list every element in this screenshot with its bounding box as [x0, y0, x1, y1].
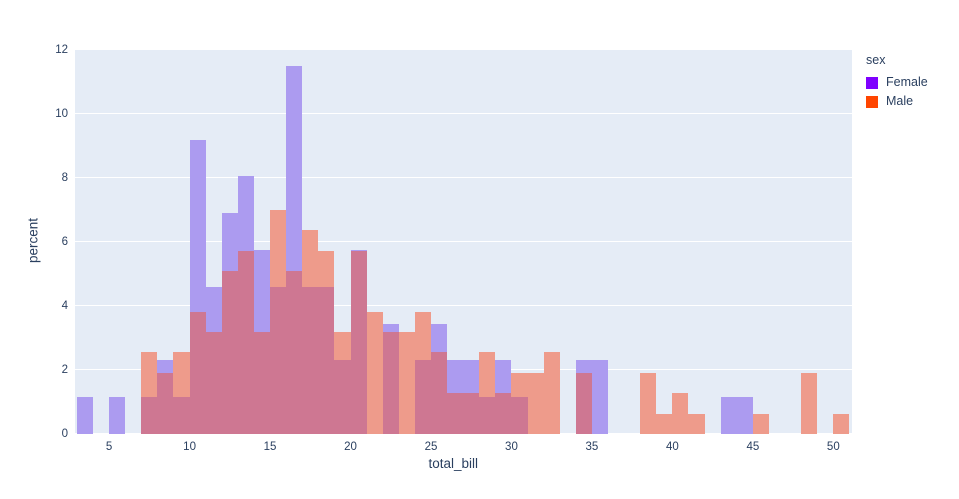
- x-tick-label: 35: [585, 441, 599, 453]
- bar-male-bin-18[interactable]: [318, 250, 335, 287]
- legend-item-female[interactable]: Female: [866, 73, 928, 92]
- x-tick-label: 45: [746, 441, 760, 453]
- bar-male-bin-9[interactable]: [173, 352, 190, 398]
- x-tick-label: 15: [263, 441, 277, 453]
- bar-male-bin-31[interactable]: [527, 372, 544, 434]
- bar-female-bin-13[interactable]: [237, 176, 254, 251]
- bar-overlap-bin-15[interactable]: [270, 286, 287, 434]
- bar-male-bin-45[interactable]: [752, 413, 769, 434]
- bar-female-bin-22[interactable]: [382, 323, 399, 333]
- x-tick-label: 30: [505, 441, 518, 453]
- bar-overlap-bin-29[interactable]: [495, 393, 512, 434]
- bar-male-bin-15[interactable]: [270, 209, 287, 287]
- legend-swatch-female: [866, 76, 878, 89]
- bar-overlap-bin-26[interactable]: [447, 393, 464, 434]
- bar-female-bin-35[interactable]: [591, 360, 608, 434]
- bar-male-bin-50[interactable]: [833, 413, 850, 434]
- bar-male-bin-39[interactable]: [656, 413, 673, 434]
- bar-female-bin-16[interactable]: [286, 66, 303, 271]
- bar-overlap-bin-16[interactable]: [286, 270, 303, 434]
- legend-item-male[interactable]: Male: [866, 92, 928, 111]
- gridline-y-6: [75, 241, 852, 242]
- legend-items: Female Male: [866, 73, 928, 111]
- legend: sex Female Male: [866, 53, 928, 111]
- bar-female-bin-29[interactable]: [495, 360, 512, 394]
- bar-overlap-bin-28[interactable]: [479, 397, 496, 434]
- bar-overlap-bin-34[interactable]: [575, 372, 592, 434]
- y-tick-label: 6: [61, 236, 68, 248]
- gridline-y-10: [75, 113, 852, 114]
- bar-overlap-bin-18[interactable]: [318, 286, 335, 434]
- bar-male-bin-23[interactable]: [398, 332, 415, 434]
- bar-female-bin-27[interactable]: [463, 360, 480, 394]
- bar-overlap-bin-13[interactable]: [237, 250, 254, 434]
- bar-male-bin-41[interactable]: [688, 413, 705, 434]
- x-tick-label: 50: [826, 441, 840, 453]
- bar-female-bin-34[interactable]: [575, 360, 592, 373]
- bar-female-bin-14[interactable]: [253, 250, 271, 333]
- bar-overlap-bin-14[interactable]: [253, 332, 271, 434]
- bar-female-bin-43[interactable]: [720, 397, 737, 434]
- gridline-y-8: [75, 177, 852, 178]
- bar-female-bin-11[interactable]: [205, 286, 222, 333]
- bar-overlap-bin-19[interactable]: [334, 360, 351, 434]
- bar-overlap-bin-17[interactable]: [302, 286, 319, 434]
- y-tick-label: 12: [55, 44, 68, 56]
- legend-label: Female: [886, 75, 928, 89]
- bar-overlap-bin-9[interactable]: [173, 397, 190, 434]
- legend-label: Male: [886, 94, 914, 108]
- bar-male-bin-7[interactable]: [141, 352, 158, 398]
- bar-female-bin-12[interactable]: [221, 213, 238, 271]
- bar-male-bin-40[interactable]: [672, 393, 689, 434]
- bar-male-bin-21[interactable]: [366, 311, 383, 434]
- bar-female-bin-8[interactable]: [157, 360, 174, 373]
- y-axis-title: percent: [25, 217, 41, 264]
- bar-female-bin-5[interactable]: [109, 397, 126, 434]
- bar-overlap-bin-27[interactable]: [463, 393, 480, 434]
- bar-male-bin-38[interactable]: [640, 372, 657, 434]
- bar-male-bin-28[interactable]: [479, 352, 496, 398]
- gridline-y-12: [75, 49, 852, 50]
- x-tick-label: 5: [105, 441, 113, 453]
- bar-overlap-bin-20[interactable]: [350, 250, 367, 434]
- y-tick-label: 0: [61, 428, 68, 440]
- bar-overlap-bin-12[interactable]: [221, 270, 238, 434]
- bar-female-bin-3[interactable]: [76, 397, 93, 434]
- legend-swatch-male: [866, 95, 878, 108]
- bar-overlap-bin-25[interactable]: [430, 352, 448, 434]
- bar-female-bin-25[interactable]: [430, 323, 448, 353]
- y-tick-label: 10: [55, 108, 68, 120]
- bar-male-bin-17[interactable]: [302, 230, 319, 287]
- bar-overlap-bin-10[interactable]: [189, 311, 206, 434]
- x-tick-label: 40: [665, 441, 679, 453]
- y-tick-label: 2: [61, 364, 68, 376]
- x-tick-label: 25: [424, 441, 438, 453]
- bar-female-bin-20[interactable]: [350, 250, 367, 251]
- y-tick-label: 4: [61, 300, 68, 312]
- bar-male-bin-30[interactable]: [511, 372, 528, 398]
- bar-female-bin-44[interactable]: [736, 397, 753, 434]
- bar-overlap-bin-22[interactable]: [382, 332, 399, 434]
- bar-male-bin-48[interactable]: [801, 372, 818, 434]
- x-axis-title: total_bill: [428, 456, 479, 471]
- bar-overlap-bin-8[interactable]: [157, 372, 174, 434]
- legend-title: sex: [866, 53, 886, 67]
- x-tick-label: 10: [183, 441, 196, 453]
- gridline-y-4: [75, 305, 852, 306]
- bar-overlap-bin-11[interactable]: [205, 332, 222, 434]
- bar-male-bin-19[interactable]: [334, 332, 351, 361]
- bar-male-bin-32[interactable]: [543, 352, 560, 434]
- bar-female-bin-26[interactable]: [447, 360, 464, 394]
- bar-overlap-bin-24[interactable]: [414, 360, 431, 434]
- bar-female-bin-10[interactable]: [189, 139, 206, 312]
- bar-male-bin-24[interactable]: [414, 311, 431, 361]
- bar-overlap-bin-7[interactable]: [141, 397, 158, 434]
- bar-overlap-bin-30[interactable]: [511, 397, 528, 434]
- x-tick-label: 20: [344, 441, 357, 453]
- y-tick-label: 8: [61, 172, 68, 184]
